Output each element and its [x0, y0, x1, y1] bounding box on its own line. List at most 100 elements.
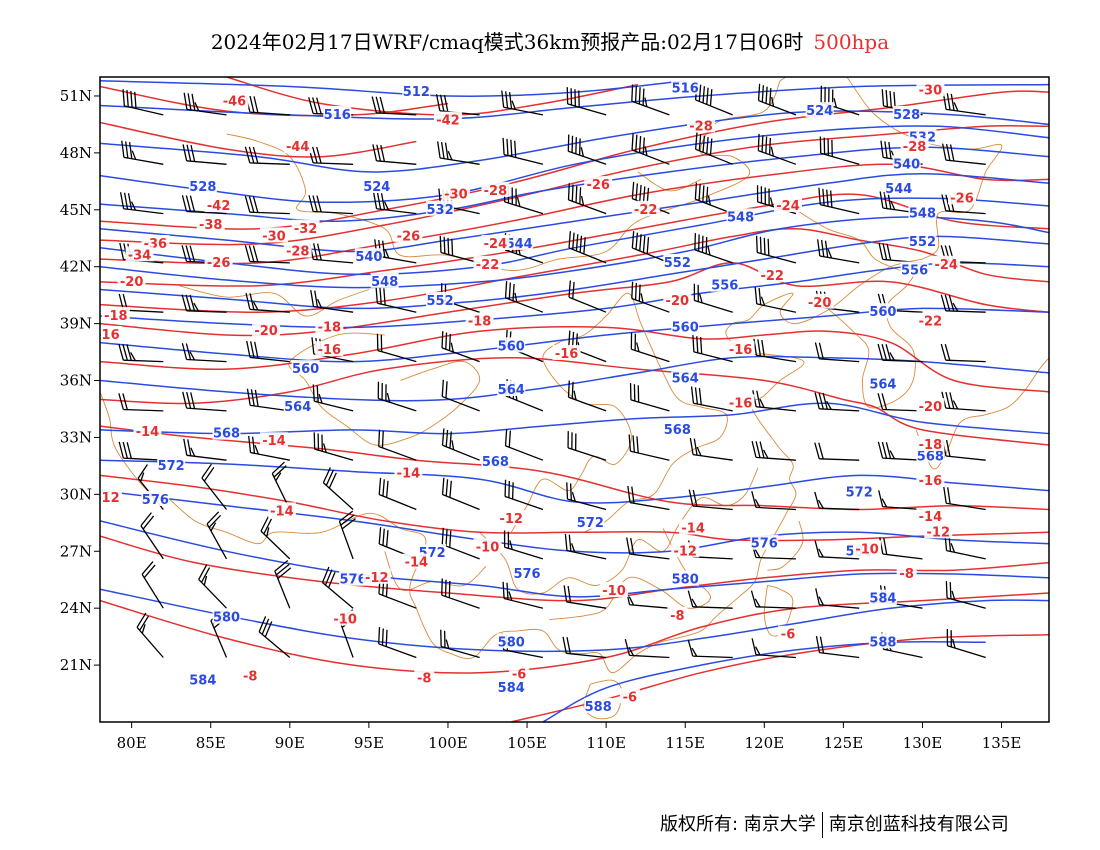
contour-value-label: 560 — [498, 339, 525, 354]
wind-barb — [258, 616, 291, 658]
wind-barb — [181, 294, 227, 313]
contour-value-label: 572 — [158, 459, 185, 474]
wind-barb — [260, 515, 291, 560]
contour-value-label: -14 — [681, 522, 705, 537]
lon-tick-label: 80E — [117, 734, 147, 752]
copyright-owner: 版权所有: 南京大学 — [660, 814, 816, 835]
contour-value-label: 548 — [909, 207, 936, 222]
contour-value-label: 544 — [506, 237, 533, 252]
wind-barb — [690, 386, 733, 412]
contour-value-label: 576 — [339, 573, 366, 588]
contour-value-label: 580 — [213, 611, 240, 626]
lon-tick-label: 100E — [428, 734, 468, 752]
contour-value-label: 584 — [498, 681, 525, 696]
wind-barb — [441, 379, 480, 412]
wind-barb — [562, 636, 607, 659]
contour-value-label: 584 — [869, 592, 896, 607]
lon-tick-label: 105E — [507, 734, 547, 752]
wind-barb — [504, 429, 544, 461]
contour-value-label: -26 — [397, 229, 421, 244]
geopotential-contours — [100, 80, 1049, 722]
wind-barbs — [118, 83, 986, 659]
contour-value-label: -24 — [776, 199, 800, 214]
contour-value-label: -8 — [670, 609, 684, 624]
wind-barb — [378, 627, 417, 659]
contour-value-label: 564 — [869, 377, 896, 392]
wind-barb — [566, 87, 607, 116]
lon-tick-label: 135E — [982, 734, 1022, 752]
wind-barb — [566, 482, 607, 511]
footer-divider — [821, 812, 823, 838]
contour-value-label: -12 — [365, 571, 389, 586]
wind-barb — [940, 294, 986, 313]
lon-tick-label: 95E — [354, 734, 384, 752]
wind-barb — [567, 183, 607, 215]
contour-value-label: -28 — [484, 184, 508, 199]
wind-barb — [624, 639, 670, 659]
contour-value-label: 564 — [498, 383, 525, 398]
contour-value-label: 540 — [893, 157, 920, 172]
wind-barb — [877, 441, 923, 461]
contour-value-label: 580 — [498, 635, 525, 650]
geopotential-contour-line — [542, 641, 986, 722]
wind-barb — [751, 491, 796, 511]
contour-value-label: -44 — [286, 140, 310, 155]
wind-barb — [141, 561, 164, 609]
lat-tick-label: 48N — [60, 144, 92, 162]
wind-barb — [877, 393, 923, 412]
wind-barb — [439, 235, 480, 264]
border-line — [583, 679, 623, 720]
contour-value-label: 560 — [869, 305, 896, 320]
wind-barb — [181, 343, 227, 363]
wind-barb — [308, 195, 354, 215]
contour-value-label: -16 — [729, 396, 753, 411]
contour-value-label: -16 — [729, 343, 753, 358]
wind-barb — [750, 590, 796, 609]
wind-barb — [313, 432, 354, 461]
wind-barb — [814, 392, 860, 412]
wind-barb — [946, 629, 986, 659]
contour-value-label: -10 — [333, 613, 357, 628]
contour-value-label: 528 — [189, 180, 216, 195]
border-line — [827, 262, 923, 409]
contour-value-label: -38 — [199, 218, 223, 233]
wind-barb — [310, 289, 354, 313]
wind-barb — [631, 84, 670, 116]
contour-value-label: 528 — [893, 108, 920, 123]
wind-barb — [629, 383, 670, 412]
contour-value-label: -22 — [634, 203, 658, 218]
wind-barb — [181, 195, 227, 215]
contour-value-label: 560 — [292, 362, 319, 377]
lon-tick-label: 115E — [665, 734, 705, 752]
wind-barb — [377, 381, 417, 412]
wind-barb — [121, 140, 164, 165]
wind-barb — [441, 477, 480, 511]
contour-value-label: -42 — [207, 199, 231, 214]
axis-ticks: 80E 85E 90E 95E 100E 105E 110E 115E 120E 125E 130E… — [60, 87, 1022, 752]
contour-value-label: 580 — [672, 573, 699, 588]
wind-barb — [183, 92, 227, 116]
wind-barb — [688, 489, 733, 511]
contour-value-label: -18 — [104, 309, 128, 324]
contour-value-label: -12 — [96, 491, 120, 506]
wind-barb — [689, 437, 733, 461]
contour-value-label: -28 — [903, 140, 927, 155]
contour-value-label: 576 — [142, 493, 169, 508]
contour-value-label: -30 — [262, 229, 286, 244]
wind-barb — [751, 638, 796, 659]
contour-value-label: -6 — [512, 668, 526, 683]
contour-value-label: -8 — [243, 669, 257, 684]
wind-barb — [563, 585, 607, 609]
contour-value-label: 532 — [426, 203, 453, 218]
lon-tick-label: 125E — [824, 734, 864, 752]
contour-value-label: 556 — [901, 264, 928, 279]
wind-barb — [244, 195, 290, 215]
contour-value-label: 544 — [885, 182, 912, 197]
geopotential-contour-line — [100, 197, 1049, 276]
wind-barb — [941, 143, 986, 165]
temperature-contour-line — [100, 227, 1049, 313]
contour-value-label: -30 — [919, 83, 943, 98]
wind-barb — [441, 331, 480, 363]
contour-value-label: 588 — [585, 700, 612, 715]
contour-value-label: -20 — [254, 324, 278, 339]
